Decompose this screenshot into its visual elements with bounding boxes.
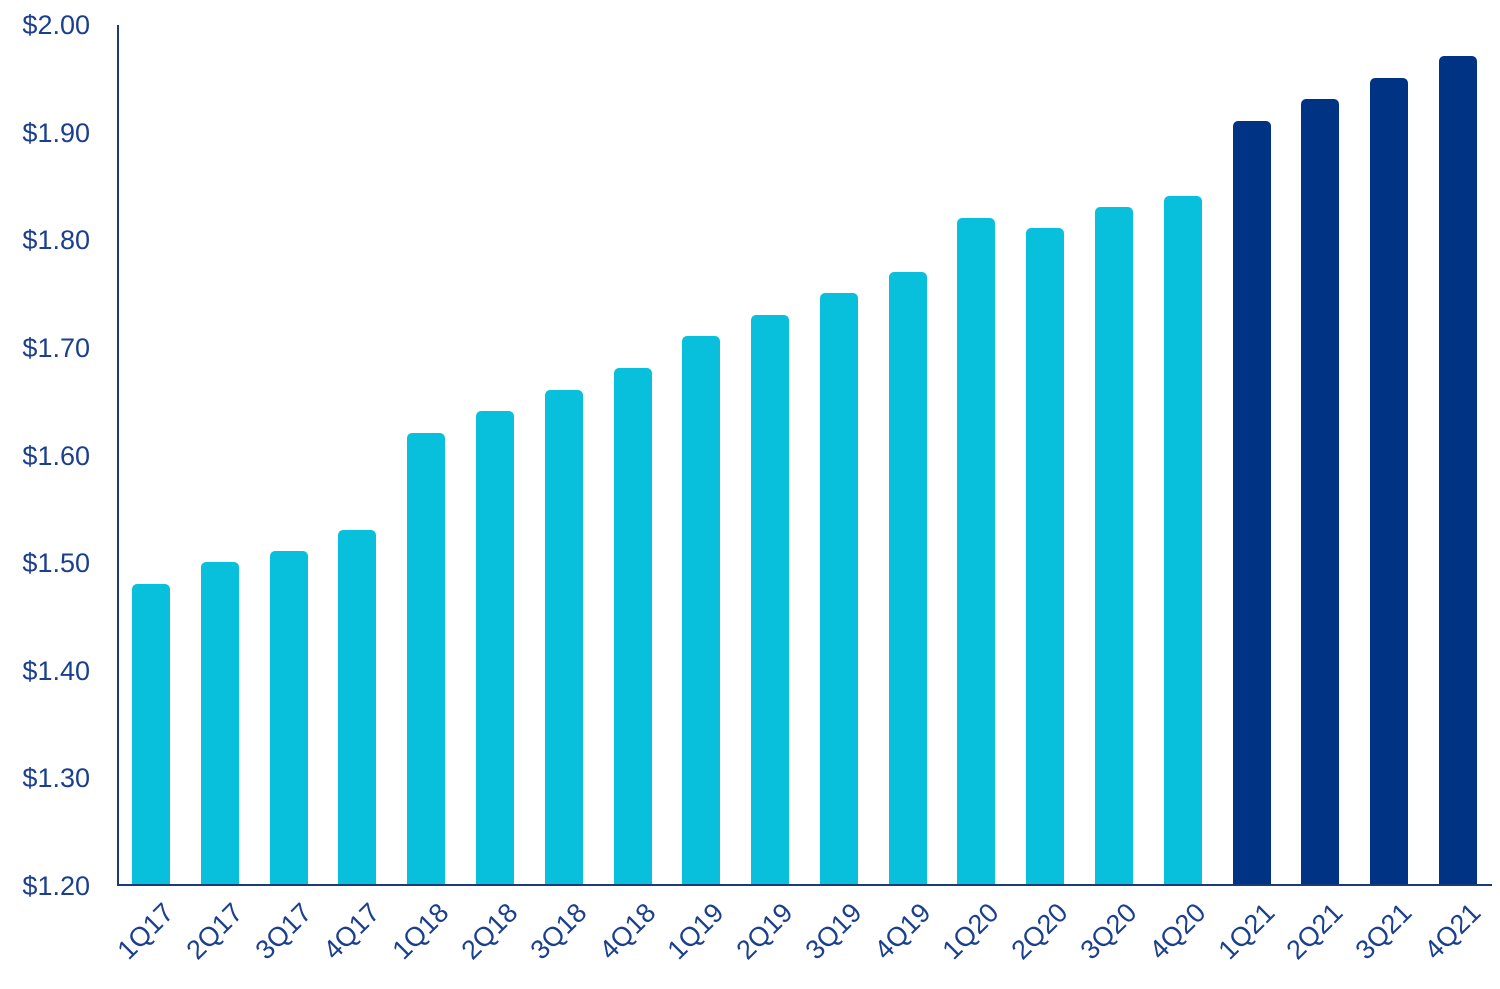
bar-2Q20 [1026, 228, 1064, 885]
bar-3Q17 [270, 551, 308, 885]
x-axis-tick-label: 2Q18 [455, 897, 524, 966]
bar-3Q19 [820, 293, 858, 885]
x-axis-tick-label: 3Q19 [799, 897, 868, 966]
x-axis-tick-label: 1Q17 [111, 897, 180, 966]
y-axis-tick-label: $1.40 [22, 655, 90, 686]
y-axis-tick-label: $1.30 [22, 763, 90, 794]
y-axis-tick-label: $1.20 [22, 871, 90, 901]
y-axis-tick-label: $2.00 [22, 10, 90, 40]
bar-2Q18 [476, 411, 514, 885]
bar-1Q19 [682, 336, 720, 885]
bar-2Q17 [201, 562, 239, 885]
bar-4Q21 [1439, 56, 1477, 885]
bar-2Q19 [751, 315, 789, 885]
bar-2Q21 [1301, 99, 1339, 885]
y-axis-tick-label: $1.50 [22, 548, 90, 579]
bar-1Q17 [132, 584, 170, 885]
y-axis-tick-label: $1.70 [22, 332, 90, 363]
bar-1Q18 [407, 433, 445, 885]
bar-4Q20 [1164, 196, 1202, 885]
x-axis-tick-label: 4Q21 [1418, 897, 1487, 966]
bar-3Q21 [1370, 78, 1408, 885]
bar-3Q20 [1095, 207, 1133, 885]
bar-4Q19 [889, 272, 927, 885]
y-axis-tick-label: $1.90 [22, 117, 90, 148]
bar-1Q20 [957, 218, 995, 885]
bar-4Q17 [338, 530, 376, 885]
bar-1Q21 [1233, 121, 1271, 885]
y-axis-line [117, 25, 119, 886]
x-axis-tick-label: 3Q20 [1074, 897, 1143, 966]
y-axis-tick-label: $1.80 [22, 225, 90, 256]
y-axis-tick-label: $1.60 [22, 440, 90, 471]
x-axis-line [117, 884, 1492, 886]
x-axis-tick-label: 2Q19 [730, 897, 799, 966]
bar-4Q18 [614, 368, 652, 885]
bar-3Q18 [545, 390, 583, 885]
